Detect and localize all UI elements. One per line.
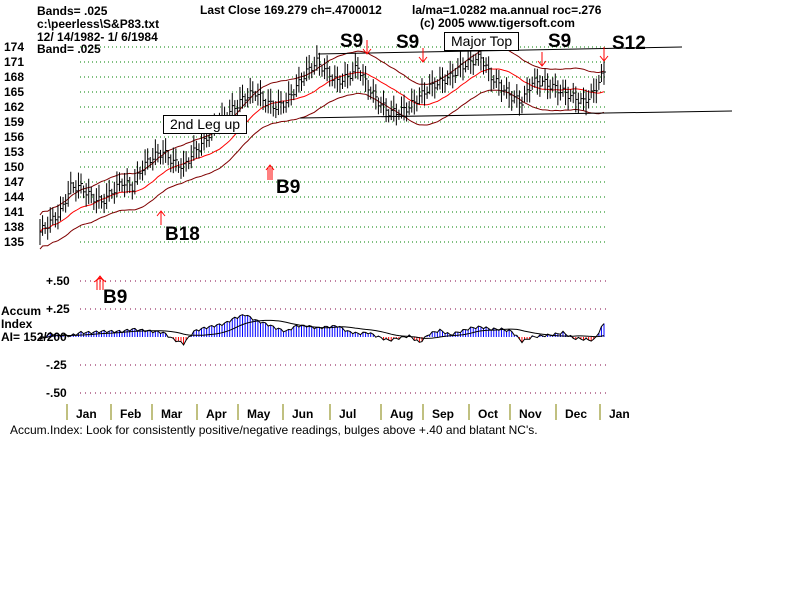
down-arrow-icon [599, 47, 609, 62]
month-tick-label: Jan [76, 407, 97, 421]
price-tick-label: 144 [4, 190, 24, 204]
price-tick-label: 174 [4, 40, 24, 54]
band-label: Band= .025 [37, 42, 101, 56]
month-tick-label: Jun [292, 407, 313, 421]
bands-label: Bands= .025 [37, 4, 108, 18]
month-tick-label: Mar [161, 407, 183, 421]
price-tick-label: 153 [4, 145, 24, 159]
accum-tick-label: +.50 [46, 274, 70, 288]
accum-footer-note: Accum.Index: Look for consistently posit… [10, 423, 538, 437]
month-tick-label: Apr [206, 407, 227, 421]
price-tick-label: 150 [4, 160, 24, 174]
price-tick-label: 156 [4, 130, 24, 144]
signal-s9: S9 [548, 31, 572, 52]
signal-s9: S9 [396, 32, 420, 53]
price-tick-label: 171 [4, 55, 24, 69]
accum-tick-label: -.25 [46, 358, 67, 372]
accum-tick-label: +.25 [46, 302, 70, 316]
ai-readout: AI= 152/200 [1, 330, 67, 344]
copyright: (c) 2005 www.tigersoft.com [420, 16, 575, 30]
price-tick-label: 162 [4, 100, 24, 114]
file-path: c:\peerless\S&P83.txt [37, 17, 160, 31]
signal-s12: S12 [612, 33, 646, 54]
last-close: Last Close 169.279 ch=.4700012 [200, 3, 382, 17]
month-tick-label: Jul [339, 407, 356, 421]
month-tick-label: Aug [390, 407, 413, 421]
up-arrow-icon [156, 210, 166, 225]
price-tick-label: 138 [4, 220, 24, 234]
signal-b18: B18 [165, 224, 200, 245]
signal-s9: S9 [340, 31, 364, 52]
major-top-annotation: Major Top [444, 32, 520, 51]
up-arrow-icon [93, 275, 107, 290]
accum-ma-line [39, 319, 605, 340]
second-leg-annotation: 2nd Leg up [163, 115, 248, 134]
moving-average-line [39, 68, 605, 233]
accum-tick-label: -.50 [46, 386, 67, 400]
month-tick-label: Jan [609, 407, 630, 421]
month-tick-label: Dec [565, 407, 587, 421]
price-tick-label: 165 [4, 85, 24, 99]
accum-label: Accum [1, 304, 42, 318]
accum-line [39, 314, 605, 346]
lower-band-line [39, 89, 605, 250]
la-ma-readout: la/ma=1.0282 ma.annual roc=.276 [412, 3, 602, 17]
down-arrow-icon [418, 48, 428, 63]
down-arrow-icon [537, 52, 547, 67]
signal-arrows [93, 40, 609, 290]
index-label: Index [1, 317, 33, 331]
price-tick-label: 159 [4, 115, 24, 129]
date-range: 12/ 14/1982- 1/ 6/1984 [37, 30, 158, 44]
signal-b9: B9 [276, 177, 301, 198]
month-tick-label: Sep [432, 407, 454, 421]
price-tick-label: 135 [4, 235, 24, 249]
month-tick-label: Oct [478, 407, 498, 421]
price-tick-label: 147 [4, 175, 24, 189]
month-tick-label: Nov [519, 407, 542, 421]
price-tick-label: 141 [4, 205, 24, 219]
down-arrow-icon [362, 40, 372, 55]
price-tick-label: 168 [4, 70, 24, 84]
support-trendline [299, 110, 733, 119]
signal-b9-accum: B9 [103, 287, 128, 308]
up-arrow-icon [265, 164, 275, 180]
month-tick-label: May [247, 407, 271, 421]
month-tick-label: Feb [120, 407, 141, 421]
